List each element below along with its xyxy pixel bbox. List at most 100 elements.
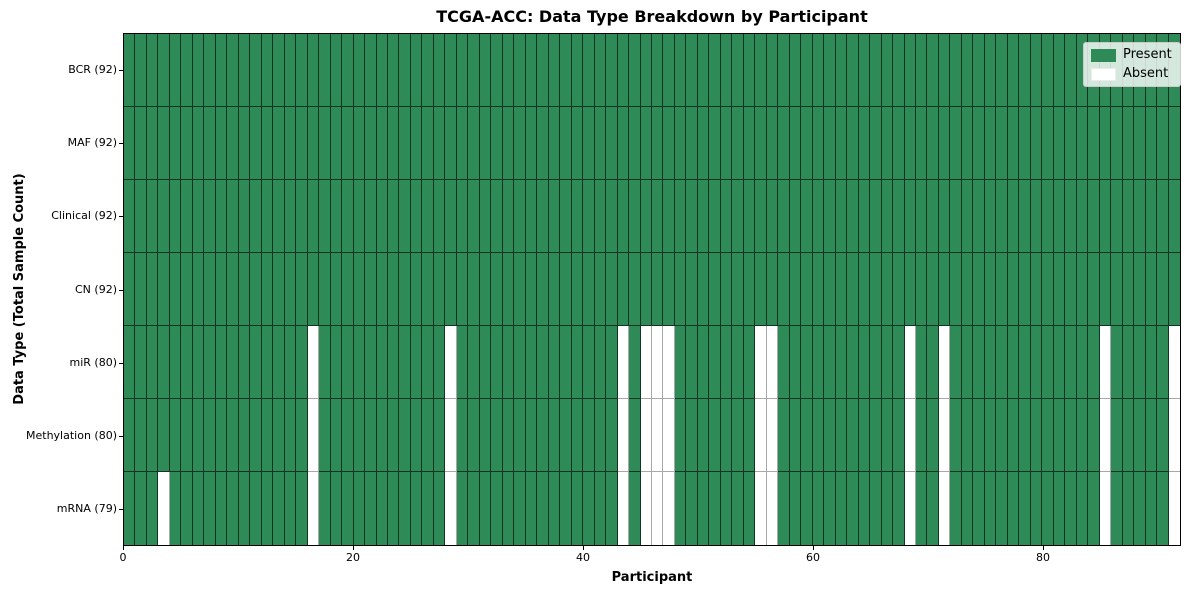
heatmap-cell: [433, 472, 446, 545]
heatmap-cell: [181, 107, 193, 180]
heatmap-cell: [135, 180, 147, 253]
heatmap-cell: [376, 399, 388, 472]
heatmap-cell: [686, 107, 698, 180]
heatmap-cell: [1111, 399, 1123, 472]
heatmap-cell: [1042, 472, 1054, 545]
heatmap-cell: [319, 180, 331, 253]
heatmap-cell: [353, 399, 366, 472]
heatmap-cell: [824, 399, 836, 472]
heatmap-cell: [938, 326, 951, 399]
heatmap-cell: [1030, 326, 1043, 399]
heatmap-cell: [353, 34, 366, 107]
heatmap-cell: [766, 472, 779, 545]
heatmap-cell: [388, 472, 400, 545]
heatmap-cell: [927, 34, 939, 107]
heatmap-cell: [250, 34, 262, 107]
heatmap-cell: [1053, 253, 1066, 326]
heatmap-cell: [847, 472, 859, 545]
heatmap-cell: [1076, 107, 1089, 180]
heatmap-cell: [1134, 253, 1146, 326]
heatmap-cell: [743, 107, 756, 180]
heatmap-cell: [479, 253, 492, 326]
heatmap-cell: [1007, 399, 1020, 472]
heatmap-cell: [938, 107, 951, 180]
heatmap-cell: [697, 326, 710, 399]
heatmap-cell: [1007, 34, 1020, 107]
heatmap-cell: [502, 326, 515, 399]
chart-title: TCGA-ACC: Data Type Breakdown by Partici…: [436, 7, 868, 26]
heatmap-cell: [663, 253, 675, 326]
heatmap-cell: [1157, 472, 1169, 545]
heatmap-cell: [422, 472, 434, 545]
heatmap-cell: [583, 253, 595, 326]
heatmap-cell: [697, 180, 710, 253]
heatmap-cell: [1030, 253, 1043, 326]
heatmap-cell: [273, 472, 285, 545]
heatmap-cell: [961, 399, 974, 472]
heatmap-cell: [1168, 253, 1180, 326]
heatmap-cell: [916, 34, 928, 107]
heatmap-cell: [870, 34, 882, 107]
heatmap-cell: [858, 180, 871, 253]
heatmap-cell: [720, 107, 733, 180]
heatmap-cell: [537, 326, 549, 399]
heatmap-cell: [479, 472, 492, 545]
heatmap-cell: [743, 34, 756, 107]
heatmap-cell: [376, 253, 388, 326]
heatmap-cell: [812, 253, 825, 326]
legend-label-present: Present: [1123, 47, 1172, 62]
heatmap-cell: [410, 326, 423, 399]
heatmap-cell: [847, 107, 859, 180]
heatmap-cell: [881, 399, 894, 472]
heatmap-cell: [330, 472, 343, 545]
heatmap-cell: [296, 399, 308, 472]
heatmap-cell: [365, 253, 377, 326]
heatmap-cell: [778, 180, 790, 253]
heatmap-cell: [1007, 472, 1020, 545]
heatmap-cell: [1019, 107, 1031, 180]
heatmap-cell: [124, 253, 136, 326]
heatmap-cell: [1042, 253, 1054, 326]
heatmap-cell: [1030, 399, 1043, 472]
heatmap-cell: [583, 180, 595, 253]
heatmap-cell: [227, 326, 239, 399]
heatmap-cell: [870, 180, 882, 253]
heatmap-cell: [1099, 472, 1112, 545]
heatmap-cell: [548, 326, 561, 399]
heatmap-cell: [583, 472, 595, 545]
heatmap-cell: [284, 107, 297, 180]
heatmap-cell: [778, 399, 790, 472]
heatmap-cell: [835, 107, 848, 180]
heatmap-cell: [560, 180, 572, 253]
heatmap-cell: [629, 472, 641, 545]
heatmap-cell: [950, 399, 962, 472]
heatmap-cell: [961, 253, 974, 326]
heatmap-cell: [307, 107, 320, 180]
heatmap-cell: [709, 253, 721, 326]
heatmap-cell: [1168, 107, 1180, 180]
heatmap-cell: [686, 34, 698, 107]
heatmap-cell: [410, 180, 423, 253]
heatmap-cell: [801, 326, 813, 399]
heatmap-cell: [697, 107, 710, 180]
heatmap-cell: [560, 399, 572, 472]
heatmap-cell: [353, 472, 366, 545]
heatmap-cell: [319, 472, 331, 545]
heatmap-cell: [468, 107, 480, 180]
heatmap-cell: [617, 472, 630, 545]
heatmap-cell: [169, 472, 182, 545]
heatmap-cell: [835, 180, 848, 253]
heatmap-cell: [755, 107, 767, 180]
heatmap-cell: [422, 107, 434, 180]
heatmap-cell: [973, 107, 985, 180]
heatmap-cell: [502, 34, 515, 107]
heatmap-cell: [812, 107, 825, 180]
heatmap-cell: [181, 399, 193, 472]
heatmap-cell: [571, 253, 584, 326]
heatmap-cell: [181, 253, 193, 326]
heatmap-cell: [640, 399, 652, 472]
heatmap-cell: [1168, 399, 1180, 472]
heatmap-cell: [697, 399, 710, 472]
heatmap-cell: [1065, 399, 1077, 472]
heatmap-cell: [388, 107, 400, 180]
